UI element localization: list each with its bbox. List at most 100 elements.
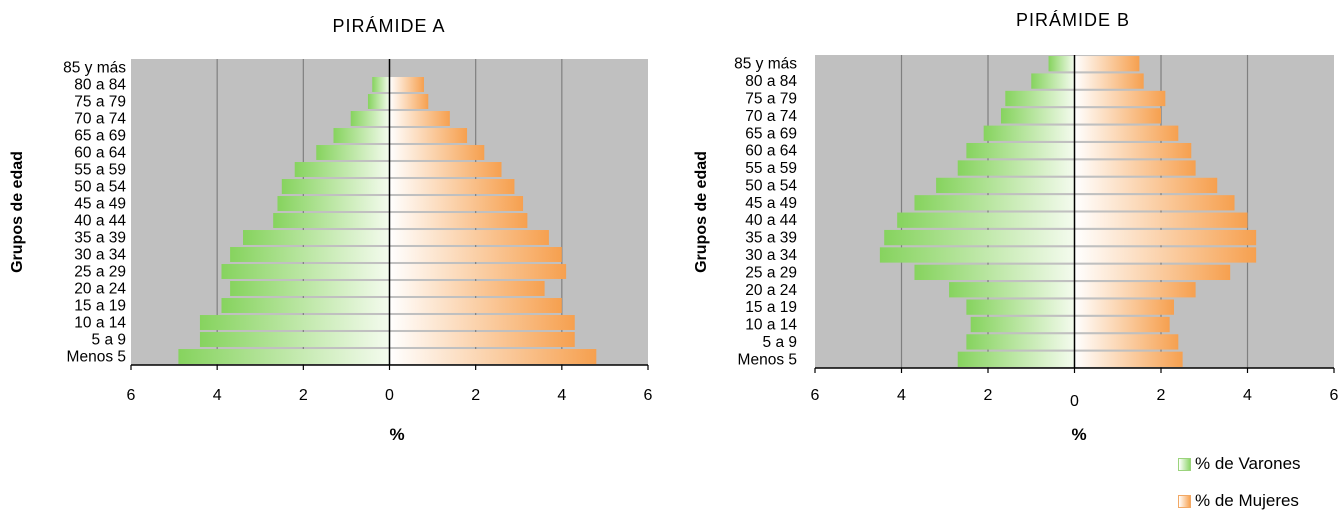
bar-female <box>389 230 549 245</box>
legend-label-female: % de Mujeres <box>1195 491 1299 510</box>
x-tick-label: 4 <box>1243 387 1252 404</box>
bar-male <box>367 94 390 109</box>
x-tick-label: 6 <box>811 387 820 404</box>
legend-item-female: % de Mujeres <box>1178 491 1299 511</box>
x-tick-label: 0 <box>385 387 394 404</box>
bar-female <box>1074 212 1248 228</box>
y-tick-label: 20 a 24 <box>745 282 797 299</box>
y-tick-label: 55 a 59 <box>745 160 797 177</box>
y-tick-label: 35 a 39 <box>74 230 126 247</box>
y-axis-label: Grupos de edad <box>9 151 26 273</box>
x-tick-label: 2 <box>299 387 308 404</box>
y-tick-label: 65 a 69 <box>74 128 126 145</box>
y-tick-label: 25 a 29 <box>745 264 797 281</box>
bar-male <box>221 264 390 279</box>
y-tick-label: 35 a 39 <box>745 230 797 247</box>
y-tick-label: 10 a 14 <box>745 317 797 334</box>
bar-male <box>1048 56 1075 72</box>
bar-male <box>936 177 1075 194</box>
bar-female <box>389 179 515 194</box>
bar-male <box>178 349 390 364</box>
bar-female <box>389 349 597 364</box>
bar-female <box>389 111 450 126</box>
y-tick-label: Menos 5 <box>67 349 126 366</box>
x-tick-label: 2 <box>1157 387 1166 404</box>
bar-female <box>389 94 429 109</box>
bar-male <box>350 111 390 126</box>
legend-swatch-female <box>1178 494 1191 508</box>
bar-male <box>1005 90 1075 107</box>
bar-female <box>1074 125 1179 141</box>
y-tick-label: 75 a 79 <box>745 90 797 107</box>
bar-male <box>914 195 1075 211</box>
bar-male <box>966 334 1075 350</box>
bar-male <box>983 125 1075 141</box>
bar-male <box>199 315 390 330</box>
bar-male <box>230 281 390 296</box>
y-tick-label: 45 a 49 <box>745 195 797 212</box>
y-tick-label: 55 a 59 <box>74 162 126 179</box>
x-tick-label: 6 <box>644 387 653 404</box>
bar-male <box>879 247 1075 263</box>
y-tick-label: 60 a 64 <box>74 145 126 162</box>
bar-male <box>949 282 1075 298</box>
bar-female <box>1074 282 1196 298</box>
bar-male <box>966 142 1075 159</box>
bar-male <box>1031 73 1075 89</box>
x-tick-label: 6 <box>1330 387 1339 404</box>
legend-swatch-male <box>1178 457 1191 471</box>
bar-female <box>1074 334 1179 350</box>
x-tick-label: 4 <box>213 387 222 404</box>
y-tick-label: Menos 5 <box>738 351 797 368</box>
bar-female <box>1074 299 1174 315</box>
y-tick-label: 75 a 79 <box>74 94 126 111</box>
y-tick-label: 80 a 84 <box>74 77 126 94</box>
bar-female <box>389 264 567 279</box>
x-tick-label: 2 <box>984 387 993 404</box>
bar-female <box>389 145 485 160</box>
bar-female <box>1074 108 1161 124</box>
y-tick-label: 80 a 84 <box>745 73 797 90</box>
y-tick-label: 50 a 54 <box>745 177 797 194</box>
bar-female <box>1074 264 1231 281</box>
bar-female <box>389 196 524 211</box>
bar-male <box>914 264 1075 281</box>
y-tick-label: 45 a 49 <box>74 196 126 213</box>
y-tick-label: 20 a 24 <box>74 281 126 298</box>
y-tick-label: 40 a 44 <box>74 213 126 230</box>
bar-male <box>884 229 1075 246</box>
bar-female <box>389 128 468 143</box>
bar-male <box>243 230 390 245</box>
y-tick-label: 85 y más <box>63 60 126 77</box>
bar-female <box>1074 90 1166 107</box>
x-tick-label: 4 <box>897 387 906 404</box>
bar-female <box>389 281 545 296</box>
x-axis-label: % <box>1071 425 1086 444</box>
bar-male <box>199 332 390 347</box>
bar-female <box>389 162 502 177</box>
x-tick-label: 2 <box>471 387 480 404</box>
bar-male <box>273 213 390 228</box>
y-tick-label: 60 a 64 <box>745 143 797 160</box>
y-tick-label: 50 a 54 <box>74 179 126 196</box>
y-tick-label: 5 a 9 <box>763 334 797 351</box>
bar-female <box>1074 316 1170 333</box>
bar-male <box>333 128 390 143</box>
bar-male <box>957 351 1075 367</box>
bar-female <box>389 247 562 262</box>
bar-female <box>1074 142 1192 159</box>
bar-male <box>277 196 390 211</box>
bar-female <box>1074 247 1257 263</box>
bar-male <box>966 299 1075 315</box>
y-tick-label: 15 a 19 <box>745 299 797 316</box>
chart-title: PIRÁMIDE A <box>332 16 445 36</box>
x-tick-label: 0 <box>1070 393 1079 410</box>
y-tick-label: 15 a 19 <box>74 298 126 315</box>
y-tick-label: 65 a 69 <box>745 125 797 142</box>
bar-male <box>221 298 390 313</box>
bar-female <box>1074 351 1183 367</box>
bar-male <box>1000 108 1075 124</box>
bar-male <box>897 212 1075 228</box>
